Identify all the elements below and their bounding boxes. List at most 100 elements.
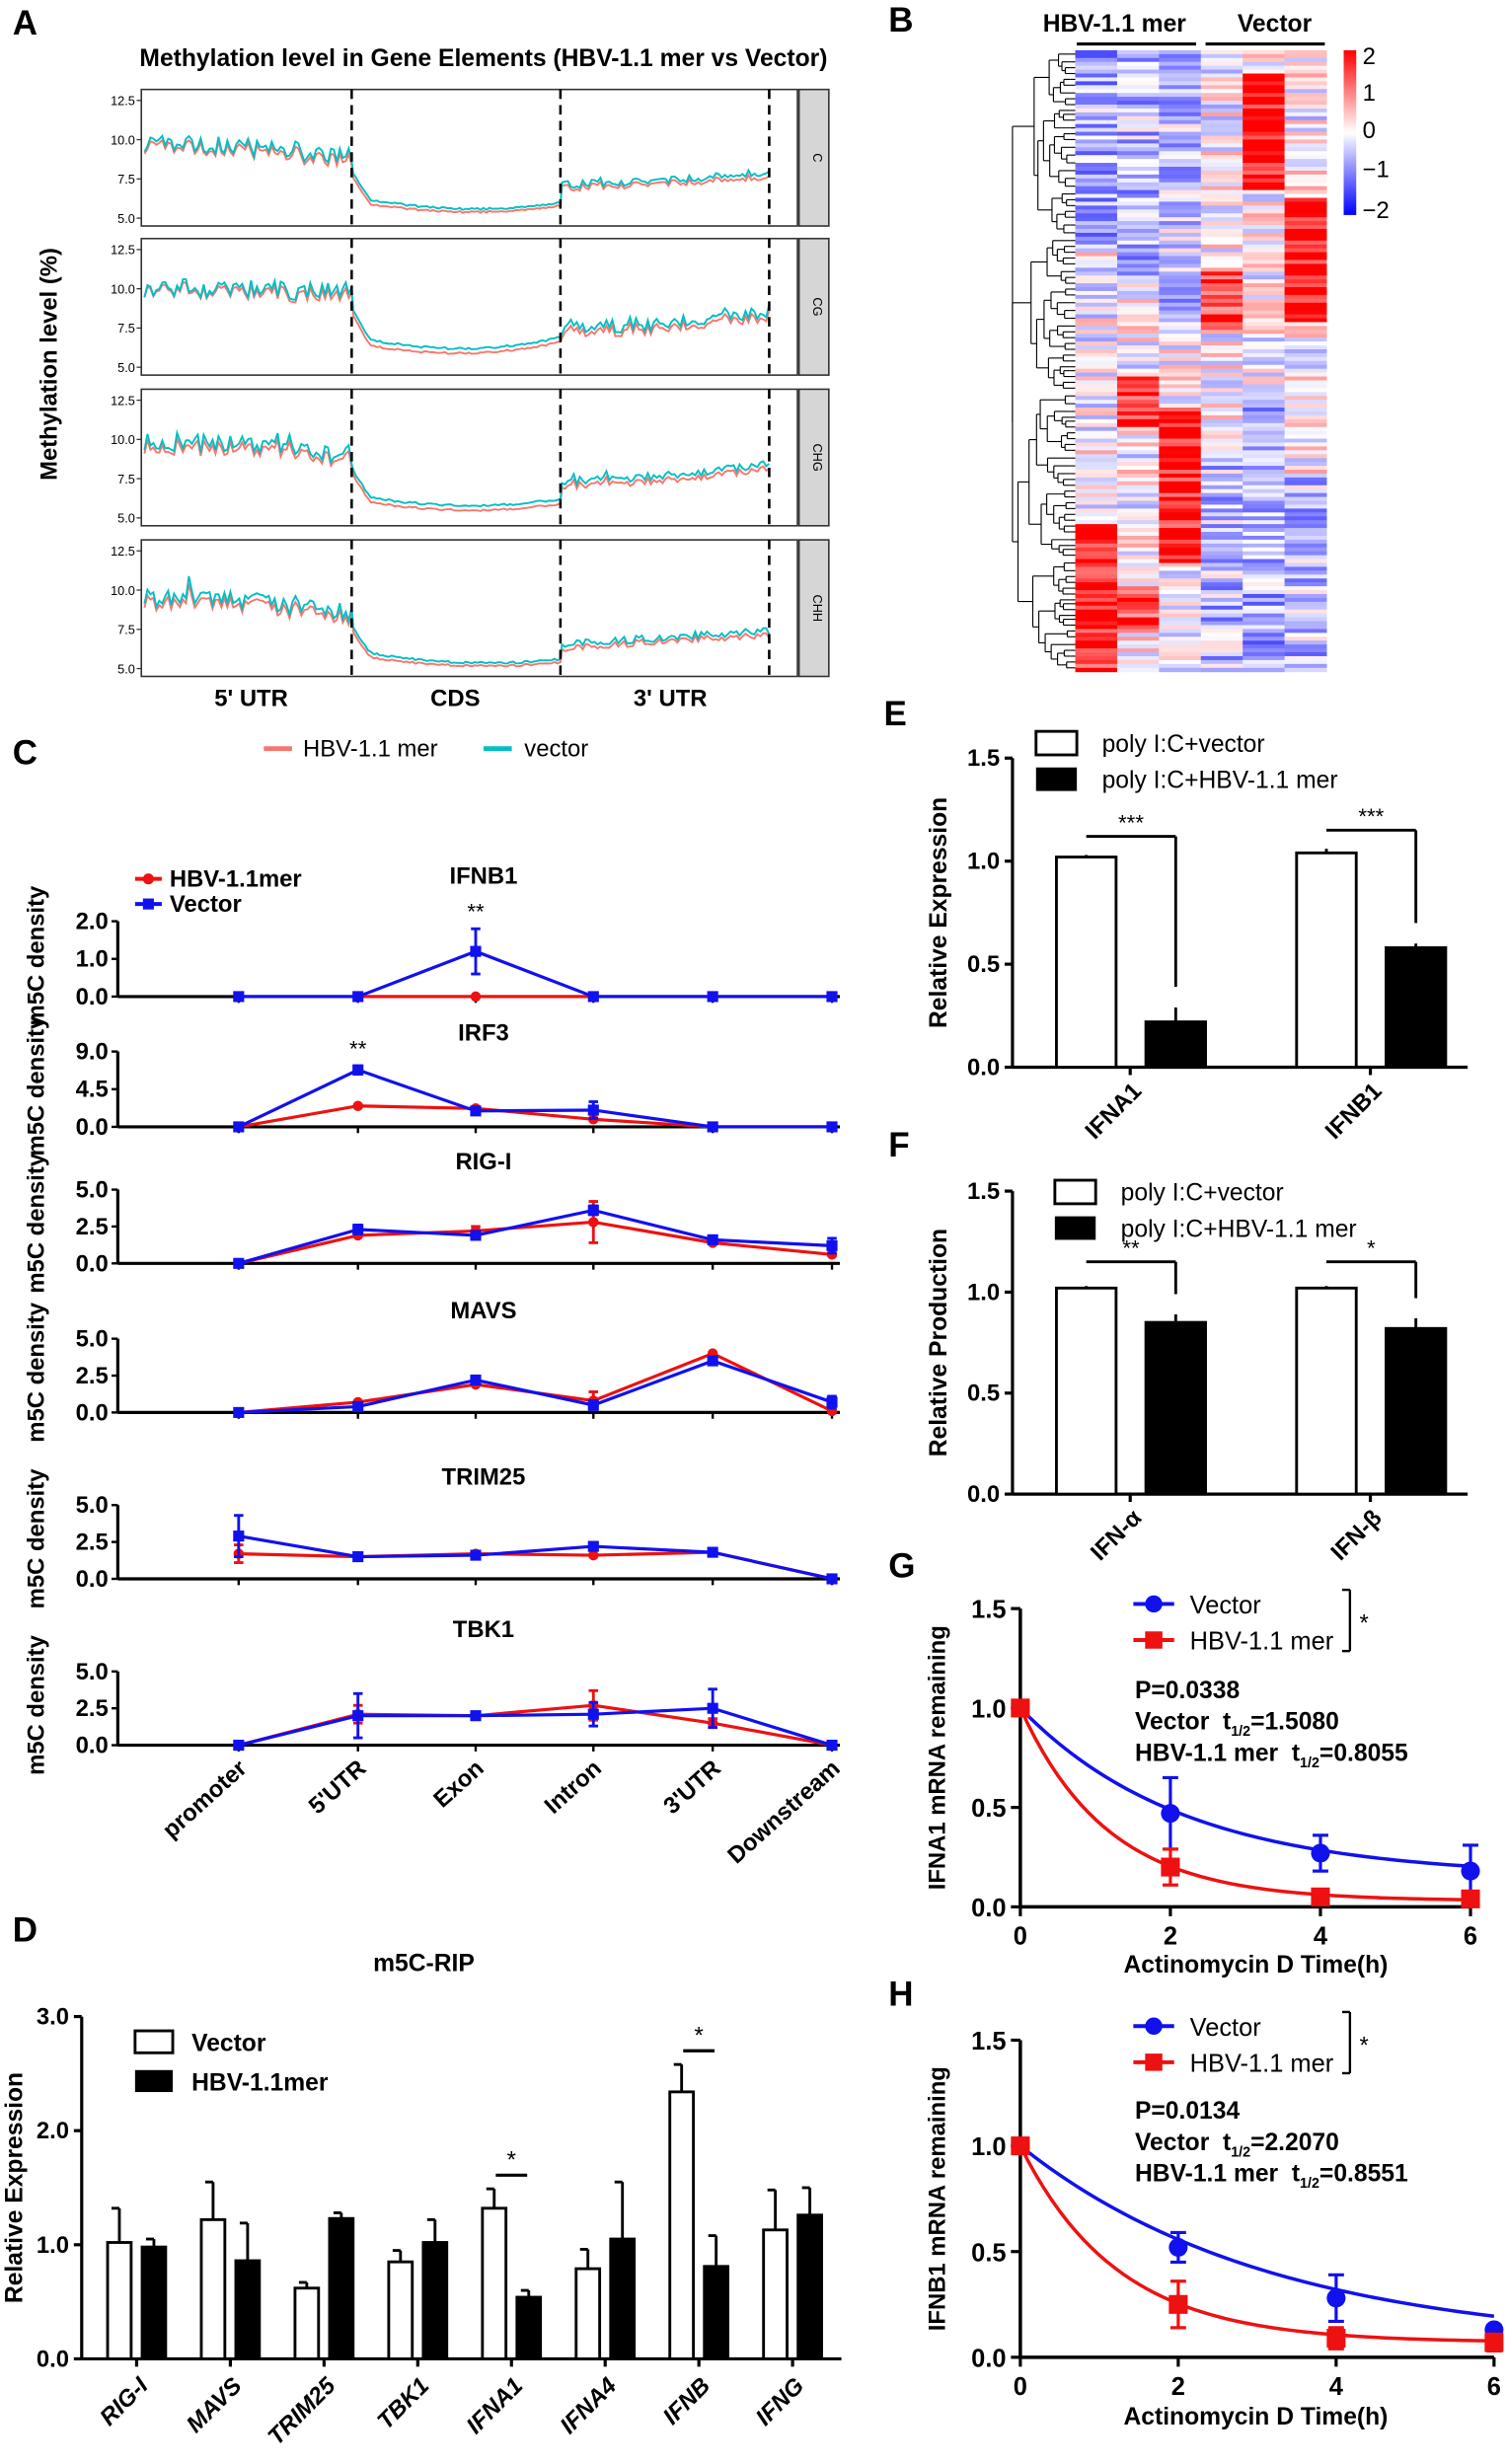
heatmap-cell [1159, 341, 1202, 346]
heatmap-cell [1116, 414, 1160, 420]
heatmap-cell [1243, 135, 1286, 140]
data-point-hbv [470, 991, 482, 1003]
heatmap-cell [1284, 590, 1327, 595]
heatmap-cell [1284, 155, 1327, 160]
heatmap-cell [1200, 450, 1243, 455]
data-point-vector [826, 1740, 838, 1752]
y-tick-label: 10.0 [111, 281, 135, 296]
heatmap-cell [1075, 248, 1118, 254]
heatmap-cell [1075, 131, 1118, 136]
heatmap-cell [1075, 352, 1118, 358]
heatmap-cell [1284, 438, 1327, 443]
heatmap-cell [1159, 115, 1202, 121]
heatmap-cell [1116, 559, 1160, 563]
y-axis-label: Relative Production [926, 1229, 952, 1456]
heatmap-cell [1075, 485, 1118, 490]
heatmap-cell [1075, 500, 1118, 505]
heatmap-cell [1200, 217, 1243, 222]
heatmap-cell [1243, 213, 1286, 218]
heatmap-cell [1075, 53, 1118, 59]
heatmap-cell [1116, 648, 1160, 653]
heatmap-cell [1200, 115, 1243, 121]
heatmap-cell [1116, 105, 1160, 110]
heatmap-cell [1200, 287, 1243, 292]
data-point-vector [352, 1400, 364, 1412]
heatmap-cell [1243, 337, 1286, 342]
heatmap-cell [1243, 85, 1286, 90]
heatmap-cell [1116, 488, 1160, 494]
heatmap-cell [1243, 408, 1286, 412]
x-tick-label: RIG-I [95, 2371, 154, 2430]
heatmap-cell [1116, 652, 1160, 657]
heatmap-cell [1200, 294, 1243, 300]
legend-label: HBV-1.1 mer [1190, 2050, 1334, 2077]
heatmap-cell [1159, 61, 1202, 67]
heatmap-cell [1200, 613, 1243, 619]
heatmap-cell [1243, 275, 1286, 280]
heatmap-cell [1200, 123, 1243, 129]
heatmap-cell [1284, 201, 1327, 206]
heatmap-cell [1159, 174, 1202, 180]
heatmap-cell [1200, 271, 1243, 276]
heatmap-cell [1284, 652, 1327, 657]
y-tick-label: 0.0 [971, 1895, 1006, 1922]
heatmap-cell [1116, 605, 1160, 611]
heatmap-cell [1284, 352, 1327, 358]
y-tick-label: 0.5 [971, 2239, 1006, 2267]
region-label: 5' UTR [214, 686, 288, 712]
facet-panel [140, 388, 798, 527]
heatmap-cell [1116, 438, 1160, 443]
heatmap-cell [1159, 633, 1202, 637]
heatmap-cell [1159, 279, 1202, 284]
heatmap-cell [1200, 49, 1243, 55]
y-tick-label: 2.5 [76, 1530, 109, 1556]
panel-d-title: m5C-RIP [373, 1951, 475, 1978]
heatmap-cell [1116, 562, 1160, 567]
heatmap-cell [1200, 260, 1243, 264]
heatmap-cell [1200, 166, 1243, 172]
heatmap-cell [1200, 225, 1243, 230]
heatmap-cell [1200, 458, 1243, 463]
heatmap-cell [1243, 629, 1286, 634]
heatmap-cell [1243, 252, 1286, 257]
heatmap-cell [1159, 105, 1202, 110]
heatmap-cell [1116, 337, 1160, 342]
heatmap-cell [1075, 376, 1118, 381]
heatmap-cell [1200, 562, 1243, 567]
x-tick-label: 0 [1014, 2373, 1027, 2401]
data-point-vector [826, 1573, 838, 1585]
heatmap-cell [1116, 636, 1160, 641]
methylation-line-hbv [143, 138, 770, 214]
heatmap-cell [1159, 139, 1202, 144]
heatmap-cell [1116, 485, 1160, 490]
heatmap-cell [1159, 159, 1202, 164]
heatmap-cell [1159, 322, 1202, 327]
bar-control [106, 2241, 133, 2360]
legend-label-vector: Vector [170, 891, 242, 918]
heatmap-cell [1116, 508, 1160, 513]
heatmap-cell [1243, 81, 1286, 86]
heatmap-cell [1200, 524, 1243, 529]
methylation-line-vector [143, 276, 771, 350]
x-tick-label: TBK1 [372, 2372, 434, 2434]
heatmap-cell [1200, 127, 1243, 133]
heatmap-cell [1243, 267, 1286, 272]
heatmap-cell [1284, 151, 1327, 156]
heatmap-cell [1075, 411, 1118, 416]
heatmap-cell [1075, 279, 1118, 284]
heatmap-cell [1075, 551, 1118, 557]
heatmap-cell [1116, 609, 1160, 615]
heatmap-cell [1116, 217, 1160, 222]
heatmap-cell [1200, 244, 1243, 250]
heatmap-cell [1200, 93, 1243, 98]
heatmap-cell [1200, 446, 1243, 451]
heatmap-cell [1284, 85, 1327, 90]
heatmap-cell [1116, 314, 1160, 319]
heatmap-cell [1159, 81, 1202, 86]
heatmap-cell [1200, 426, 1243, 432]
heatmap-cell [1200, 528, 1243, 533]
heatmap-cell [1243, 364, 1286, 370]
heatmap-cell [1159, 450, 1202, 455]
significance-marker: ** [467, 900, 485, 925]
